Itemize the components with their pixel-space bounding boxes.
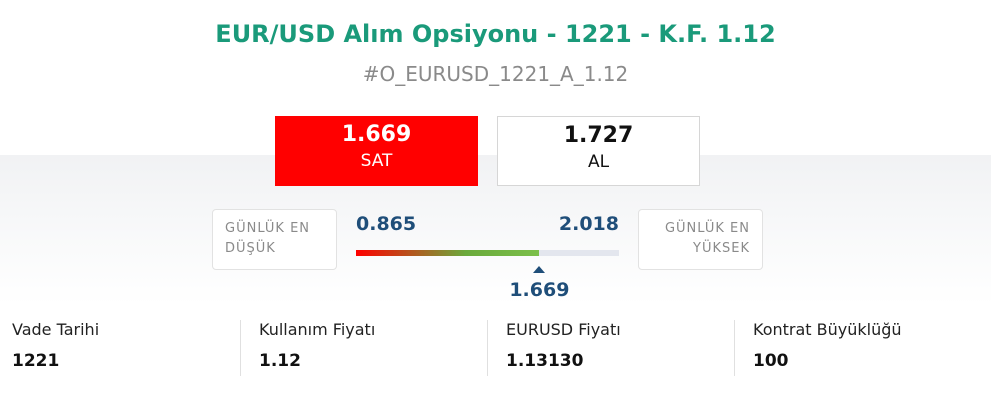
high-value: 2.018 (558, 213, 619, 235)
sell-label: SAT (360, 151, 393, 171)
title: EUR/USD Alım Opsiyonu - 1221 - K.F. 1.12 (215, 20, 776, 48)
low-value: 0.865 (356, 213, 417, 235)
background-band (0, 155, 991, 305)
detail-column: EURUSD Fiyatı 1.13130 (506, 320, 734, 376)
buy-box[interactable]: 1.727 AL (497, 116, 700, 186)
range-track (356, 250, 619, 256)
separator (487, 320, 488, 376)
detail-value: 1.12 (259, 351, 301, 371)
detail-label: Vade Tarihi (12, 320, 100, 339)
separator (240, 320, 241, 376)
high-tag: GÜNLÜK EN YÜKSEK (638, 209, 763, 270)
detail-column: Kullanım Fiyatı 1.12 (259, 320, 487, 376)
detail-label: Kontrat Büyüklüğü (753, 320, 902, 339)
buy-price: 1.727 (563, 123, 634, 148)
detail-value: 100 (753, 351, 789, 371)
detail-label: Kullanım Fiyatı (259, 320, 376, 339)
detail-label: EURUSD Fiyatı (506, 320, 621, 339)
low-tag: GÜNLÜK EN DÜŞÜK (212, 209, 337, 270)
sell-price: 1.669 (341, 122, 412, 147)
detail-value: 1221 (12, 351, 60, 371)
buy-label: AL (587, 152, 610, 172)
sell-box[interactable]: 1.669 SAT (275, 116, 478, 186)
current-value: 1.669 (509, 279, 570, 301)
detail-value: 1.13130 (506, 351, 584, 371)
separator (734, 320, 735, 376)
detail-column: Kontrat Büyüklüğü 100 (753, 320, 981, 376)
range-fill (356, 250, 540, 256)
range-marker (533, 266, 546, 273)
detail-column: Vade Tarihi 1221 (12, 320, 240, 376)
symbol: #O_EURUSD_1221_A_1.12 (362, 62, 629, 86)
